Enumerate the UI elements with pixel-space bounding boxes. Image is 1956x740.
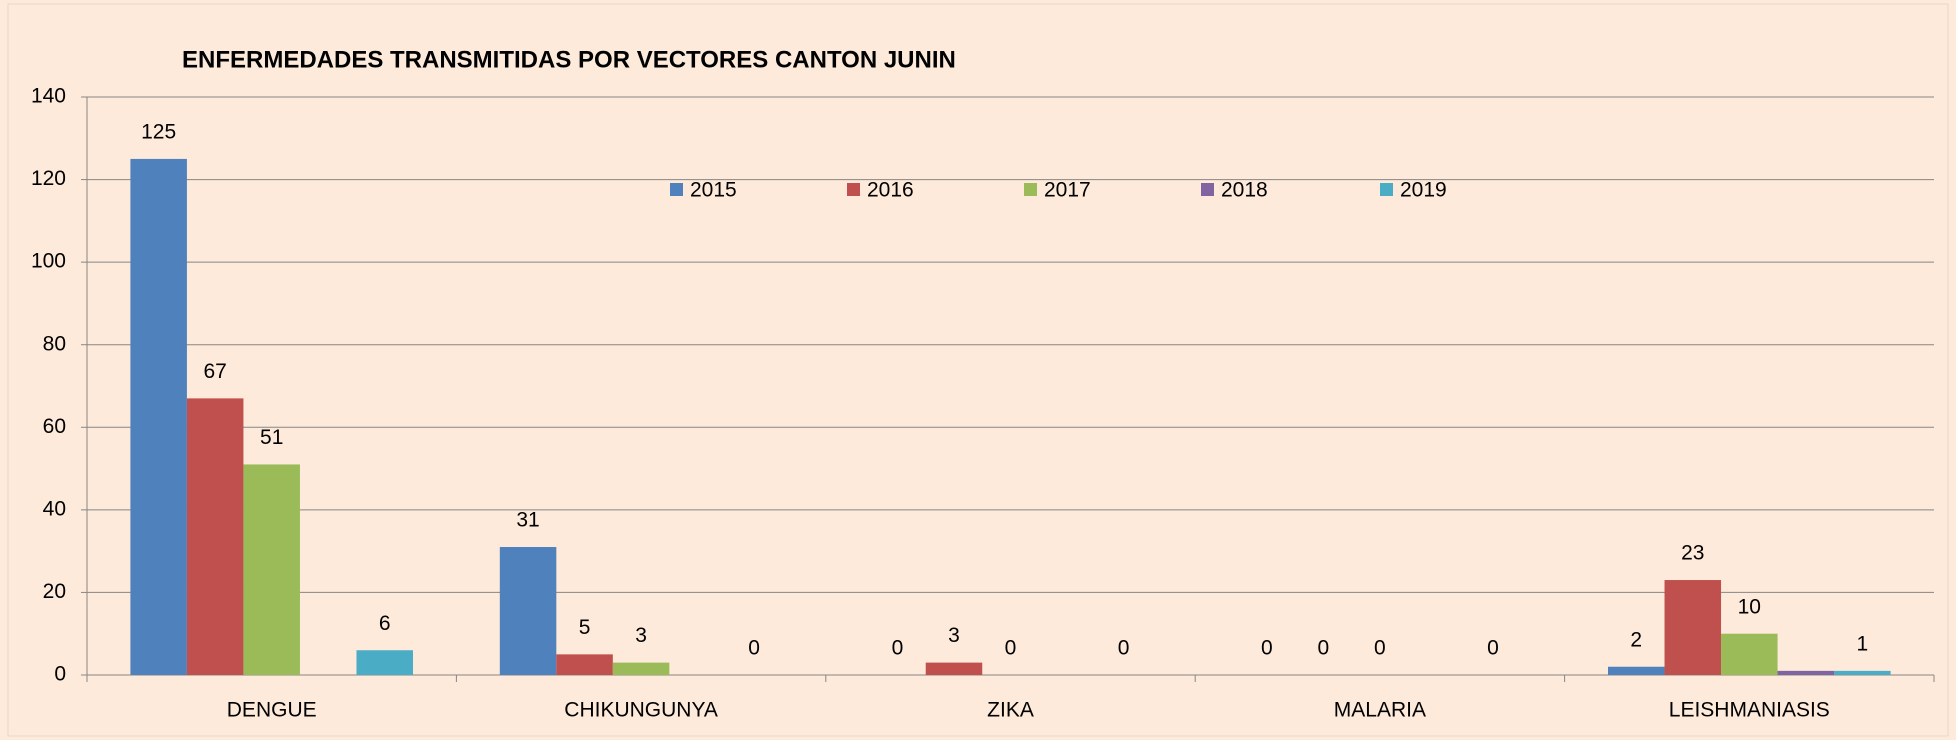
data-label: 10 xyxy=(1738,595,1761,618)
data-label: 2 xyxy=(1630,628,1642,651)
x-tick-label: ZIKA xyxy=(987,699,1034,722)
legend-swatch xyxy=(1201,183,1214,196)
data-label: 0 xyxy=(1487,637,1499,660)
bar xyxy=(556,654,613,675)
data-label: 31 xyxy=(516,509,539,532)
y-tick-label: 40 xyxy=(43,497,66,520)
bar xyxy=(1834,670,1891,675)
y-tick-label: 60 xyxy=(43,415,66,438)
data-label: 67 xyxy=(204,360,227,383)
bar xyxy=(186,398,244,675)
data-label: 0 xyxy=(1118,637,1130,660)
y-tick-label: 0 xyxy=(54,663,66,686)
legend-label: 2018 xyxy=(1221,179,1268,202)
y-tick-label: 100 xyxy=(31,250,66,273)
data-label: 1 xyxy=(1856,632,1868,655)
y-tick-label: 80 xyxy=(43,332,66,355)
legend-label: 2019 xyxy=(1400,179,1447,202)
bar xyxy=(1777,670,1835,675)
legend-label: 2015 xyxy=(690,179,737,202)
data-label: 0 xyxy=(748,637,760,660)
legend-label: 2016 xyxy=(867,179,914,202)
data-label: 5 xyxy=(579,616,591,639)
y-tick-label: 140 xyxy=(31,85,66,108)
data-label: 6 xyxy=(379,612,391,635)
data-label: 23 xyxy=(1681,542,1704,565)
data-label: 125 xyxy=(141,120,176,143)
bar xyxy=(356,650,413,675)
chart-title: ENFERMEDADES TRANSMITIDAS POR VECTORES C… xyxy=(182,46,956,73)
data-label: 0 xyxy=(1005,637,1017,660)
data-label: 3 xyxy=(948,624,960,647)
legend-label: 2017 xyxy=(1044,179,1091,202)
x-tick-label: MALARIA xyxy=(1334,699,1426,722)
bar xyxy=(499,547,557,675)
bar xyxy=(243,464,300,675)
legend-swatch xyxy=(670,183,683,196)
data-label: 0 xyxy=(1261,637,1273,660)
legend-swatch xyxy=(847,183,860,196)
bar xyxy=(130,158,187,675)
x-tick-label: DENGUE xyxy=(227,699,317,722)
y-tick-label: 120 xyxy=(31,167,66,190)
x-tick-label: CHIKUNGUNYA xyxy=(564,699,718,722)
x-tick-label: LEISHMANIASIS xyxy=(1669,699,1830,722)
legend-swatch xyxy=(1024,183,1037,196)
data-label: 51 xyxy=(260,426,283,449)
bar xyxy=(612,662,670,675)
bar xyxy=(1664,580,1722,675)
bar xyxy=(925,662,983,675)
bar xyxy=(1608,666,1665,675)
bar xyxy=(1721,633,1778,675)
legend-swatch xyxy=(1380,183,1393,196)
data-label: 0 xyxy=(1374,637,1386,660)
data-label: 0 xyxy=(892,637,904,660)
data-label: 0 xyxy=(1318,637,1330,660)
y-tick-label: 20 xyxy=(43,580,66,603)
chart-frame xyxy=(7,3,1949,737)
data-label: 3 xyxy=(635,624,647,647)
